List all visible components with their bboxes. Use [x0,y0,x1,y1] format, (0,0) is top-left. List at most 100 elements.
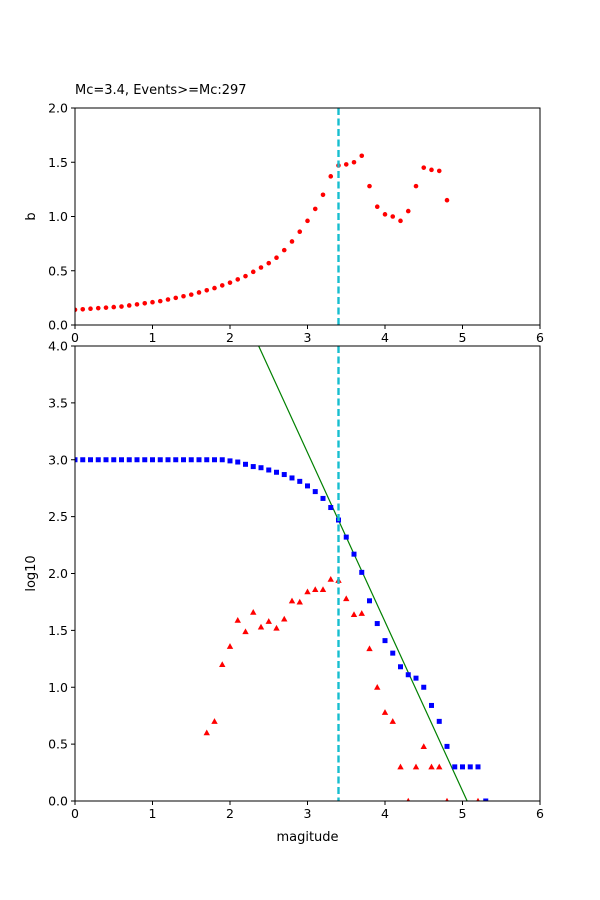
bottom-series-0-point [243,461,248,467]
top-x-tick-label: 4 [381,330,389,345]
bottom-series-0-point [421,684,427,690]
bottom-series-1-point [381,709,389,715]
top-series-0-point [444,197,450,203]
top-series-0-point [281,247,287,253]
top-series-0-point [374,204,380,210]
top-y-tick-label: 0.0 [48,318,68,333]
chart-title: Mc=3.4, Events>=Mc:297 [75,83,247,98]
top-series-0-point [351,159,357,165]
bottom-x-tick-label: 1 [149,806,157,821]
top-series-0-point [320,192,326,198]
top-series-0-point [367,183,372,189]
top-series-0-point [212,285,217,291]
top-series-0-point [436,168,442,174]
bottom-x-tick-label: 3 [304,806,312,821]
bottom-series-1-point [350,611,358,618]
bottom-x-tick-label: 6 [536,806,544,821]
bottom-series-0-point [312,489,318,495]
bottom-series-0-point [165,457,171,463]
bottom-series-0-point [173,457,179,463]
bottom-x-tick-label: 5 [459,806,467,821]
top-series-0-point [95,305,101,311]
top-series-0-point [188,292,194,297]
bottom-series-0-point [157,457,163,463]
top-series-0-point [126,303,132,308]
top-series-0-point [421,165,427,170]
top-series-0-point [266,260,272,266]
bottom-series-0 [75,457,489,801]
bottom-series-0-point [258,465,264,471]
bottom-series-0-point [134,457,140,463]
top-series-0-point [88,306,93,312]
bottom-series-1-point [412,763,420,770]
bottom-series-0-point [328,505,334,511]
bottom-series-1-point [366,645,373,652]
top-series-0-point [312,206,318,212]
bottom-series-1 [203,575,480,801]
top-series-0-point [134,302,140,307]
bottom-series-1-point [436,763,443,770]
bottom-series-0-point [305,483,310,489]
top-series-0-point [297,229,303,234]
top-series-0-point [157,298,163,304]
bottom-series-0-point [204,457,210,463]
bottom-series-1-point [406,797,411,801]
bottom-series-0-point [103,457,109,463]
top-series-0-point [382,212,388,217]
top-series-0-point [219,283,225,288]
bottom-y-tick-label: 2.5 [48,509,68,524]
bottom-series-0-point [429,702,434,708]
bottom-series-0-point [181,457,186,463]
bottom-series-0-point [142,457,148,463]
top-y-tick-label: 0.5 [48,263,68,278]
bottom-series-1-point [211,718,218,724]
bottom-series-1-point [296,598,303,605]
top-series-0-point [150,299,155,305]
top-series-0-point [111,304,117,310]
bottom-series-0-point [413,675,419,681]
top-series-0-point [429,167,434,173]
top-series-0-point [243,273,248,279]
bottom-series-1-point [242,628,249,635]
top-x-tick-label: 0 [71,330,79,345]
bottom-series-0-point [320,495,326,501]
bottom-series-0-point [475,764,481,770]
top-series-0-point [413,183,419,189]
top-series-0-point [390,214,396,219]
bottom-series-0-point [390,650,396,656]
bottom-series-0-point [452,764,458,770]
top-y-tick-label: 1.0 [48,209,68,224]
bottom-series-0-point [227,458,233,464]
bottom-series-0-point [405,672,411,678]
bottom-series-0-point [119,457,124,463]
bottom-series-1-point [288,597,296,604]
bottom-series-0-point [235,459,241,465]
top-series-0-point [343,162,349,167]
top-series-0 [75,153,450,313]
bottom-series-0-point [359,569,365,575]
bottom-series-0-point [88,457,93,463]
bottom-series-0-point [219,457,225,463]
bottom-axes-frame [74,345,541,802]
bottom-series-0-point [150,457,155,463]
top-plot-area [75,108,450,325]
bottom-series-0-point [343,534,349,540]
bottom-series-1-point [234,616,241,623]
bottom-y-tick-label: 1.5 [48,623,68,638]
bottom-series-0-point [351,551,357,557]
bottom-series-1-point [281,615,288,622]
bottom-series-1-point [374,684,381,690]
top-series-0-point [181,293,186,299]
bottom-series-1-point [219,661,226,668]
top-series-0-point [204,287,210,293]
bottom-series-1-point [445,797,449,801]
bottom-series-1-point [420,743,427,749]
bottom-series-0-point [382,638,388,644]
bottom-series-1-point [273,624,280,631]
top-x-tick-label: 3 [304,330,312,345]
bottom-series-0-point [126,457,132,463]
bottom-series-0-point [297,478,303,484]
bottom-series-0-point [281,472,287,478]
top-series-0-point [80,306,86,312]
